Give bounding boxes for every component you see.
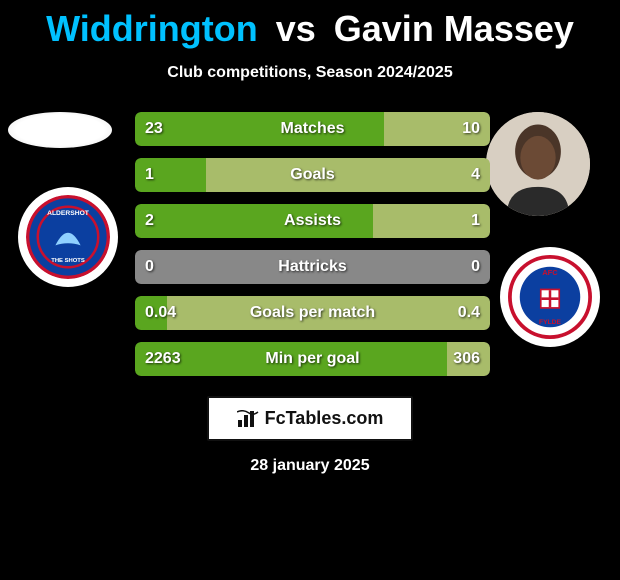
stat-value-left: 0.04	[145, 304, 176, 322]
right-club-crest: AFC FYLDE	[500, 247, 600, 347]
stat-bar-right	[206, 158, 490, 192]
left-player-avatar	[8, 112, 112, 148]
stat-value-left: 0	[145, 258, 154, 276]
stat-value-left: 23	[145, 120, 163, 138]
stat-row: 2 Assists 1	[135, 204, 490, 238]
right-player-avatar	[486, 112, 590, 216]
left-club-crest: ALDERSHOT THE SHOTS	[18, 187, 118, 287]
svg-text:THE SHOTS: THE SHOTS	[51, 258, 85, 264]
stats-chart: 23Matches101Goals42Assists10Hattricks00.…	[135, 112, 490, 376]
svg-text:ALDERSHOT: ALDERSHOT	[47, 210, 90, 217]
stat-bar-left	[135, 112, 384, 146]
stat-value-left: 2263	[145, 350, 181, 368]
subtitle: Club competitions, Season 2024/2025	[0, 64, 620, 82]
footer: FcTables.com 28 january 2025	[0, 396, 620, 475]
stat-label: Min per goal	[265, 350, 359, 368]
stat-label: Assists	[284, 212, 341, 230]
main-area: ALDERSHOT THE SHOTS AFC FYLDE 23 Matches 1…	[0, 112, 620, 376]
stat-label: Hattricks	[278, 258, 346, 276]
stat-value-right: 0.4	[458, 304, 480, 322]
stat-row: 2263 Min per goal 306	[135, 342, 490, 376]
footer-date: 28 january 2025	[0, 457, 620, 475]
stat-value-right: 1	[471, 212, 480, 230]
club-crest-icon: AFC FYLDE	[508, 255, 592, 339]
bar-chart-icon	[237, 410, 259, 428]
stat-value-right: 306	[453, 350, 480, 368]
person-silhouette-icon	[486, 112, 590, 216]
stat-label: Goals	[290, 166, 334, 184]
stat-row: 23 Matches 10	[135, 112, 490, 146]
stat-row: 1 Goals 4	[135, 158, 490, 192]
stat-value-right: 0	[471, 258, 480, 276]
stat-label: Goals per match	[250, 304, 375, 322]
stat-value-right: 10	[462, 120, 480, 138]
comparison-title: Widdrington vs Gavin Massey	[0, 0, 620, 50]
club-crest-icon: ALDERSHOT THE SHOTS	[26, 195, 110, 279]
stat-row: 0.04 Goals per match 0.4	[135, 296, 490, 330]
fctables-badge: FcTables.com	[207, 396, 414, 441]
stat-value-left: 1	[145, 166, 154, 184]
stat-label: Matches	[280, 120, 344, 138]
stat-value-right: 4	[471, 166, 480, 184]
title-right-player: Gavin Massey	[334, 8, 574, 49]
brand-label: FcTables.com	[265, 408, 384, 429]
stat-value-left: 2	[145, 212, 154, 230]
svg-text:AFC: AFC	[542, 268, 558, 277]
title-vs: vs	[276, 8, 316, 49]
svg-text:FYLDE: FYLDE	[539, 319, 562, 326]
title-left-player: Widdrington	[46, 8, 258, 49]
stat-row: 0 Hattricks 0	[135, 250, 490, 284]
